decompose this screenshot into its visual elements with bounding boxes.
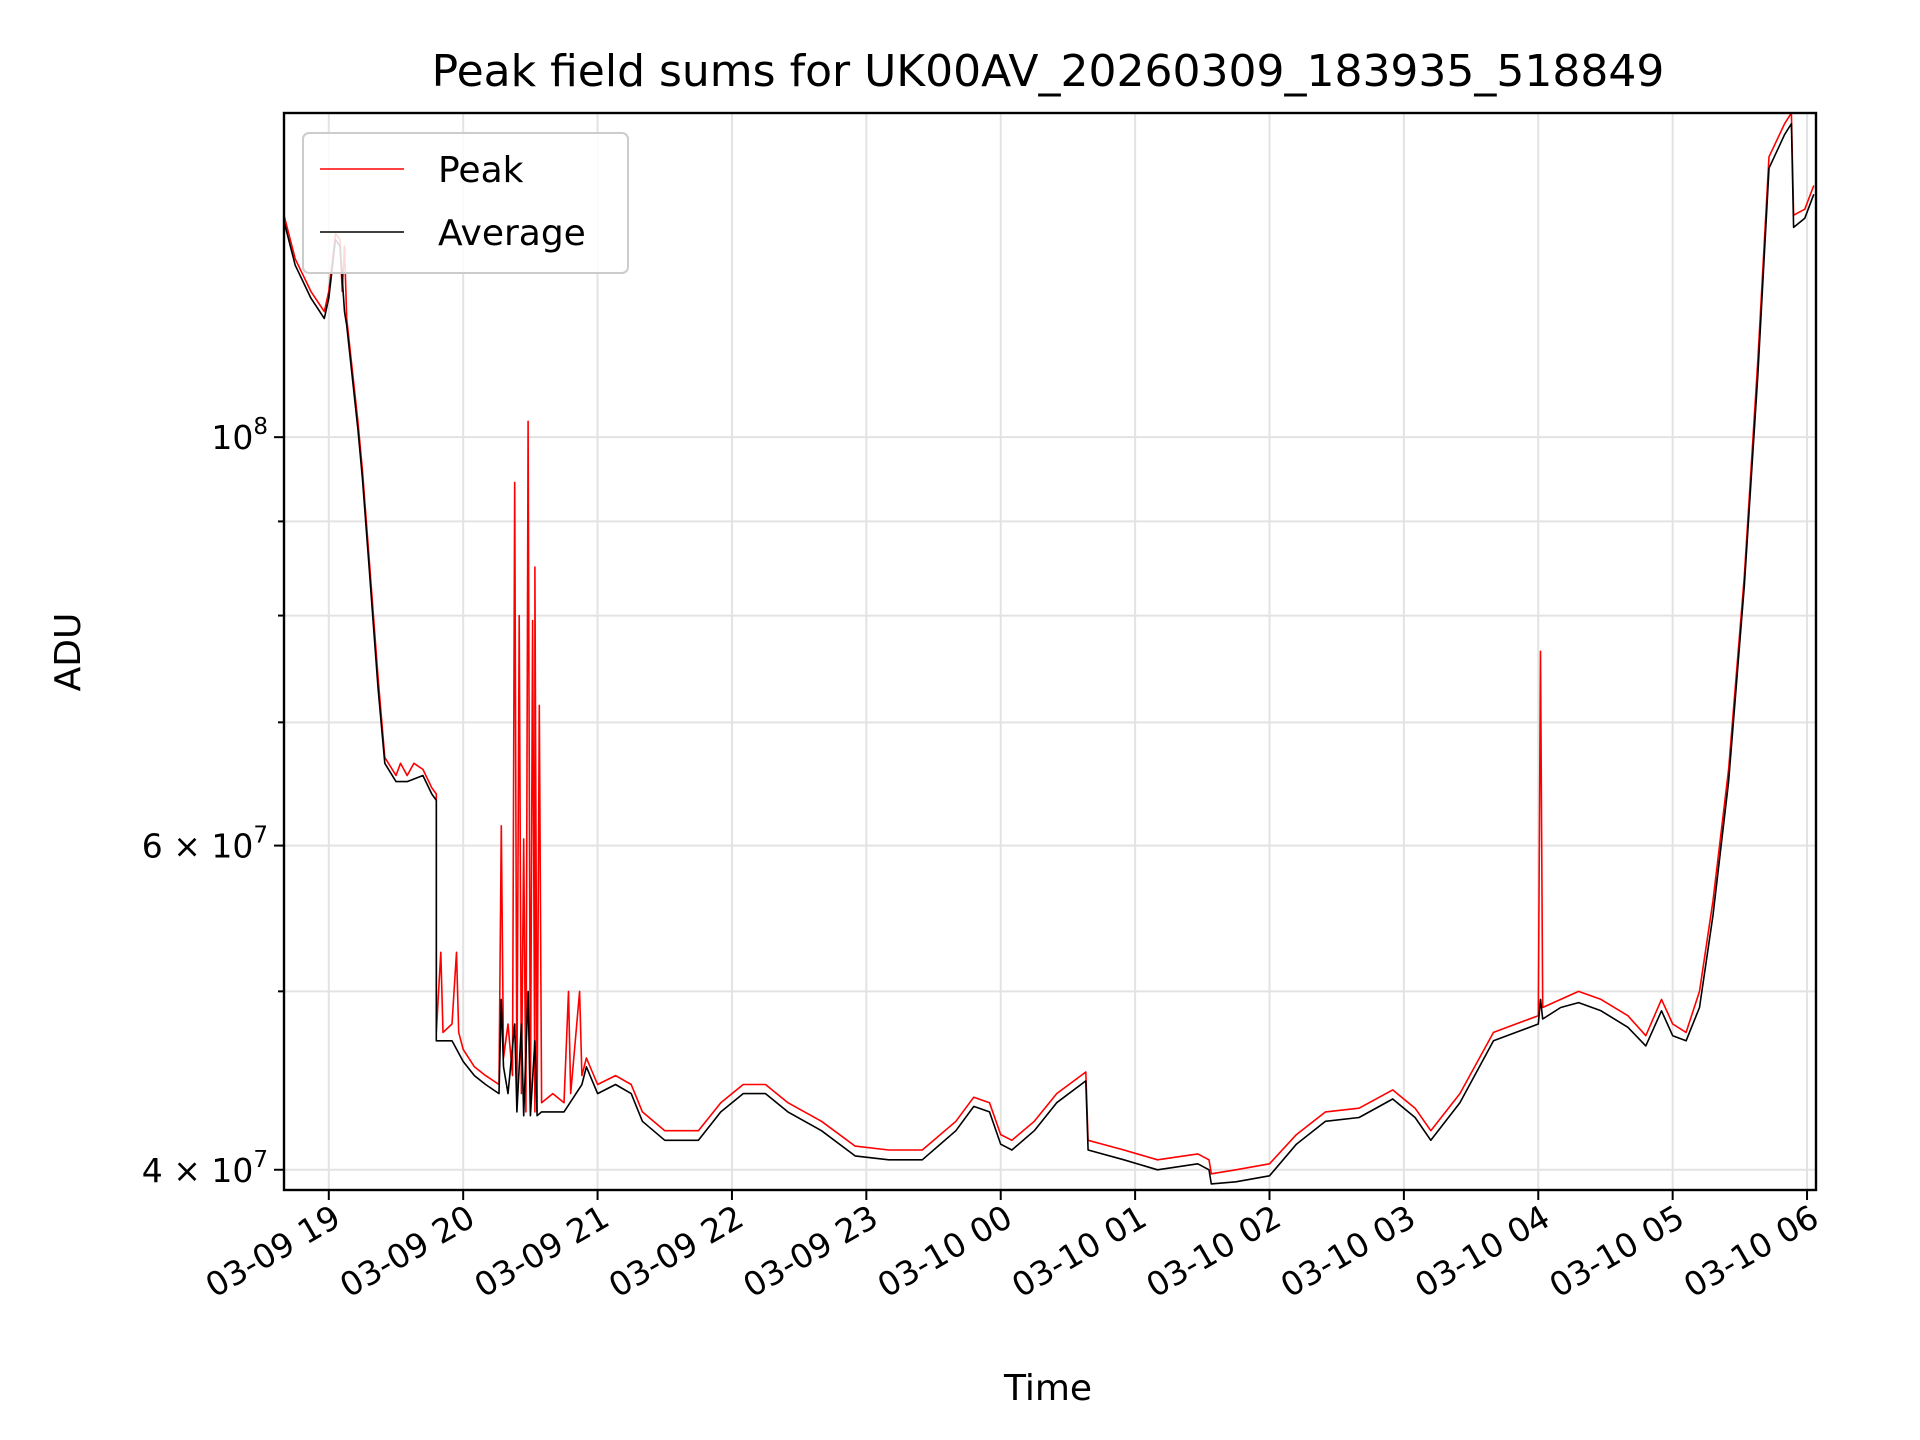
chart-title: Peak field sums for UK00AV_20260309_1839… xyxy=(432,46,1665,97)
legend-label-peak: Peak xyxy=(438,150,524,191)
legend: Peak Average xyxy=(302,132,629,274)
series-line-average xyxy=(284,122,1815,1185)
y-tick-label: 4 × 107 xyxy=(142,1147,268,1190)
x-axis-label: Time xyxy=(1003,1368,1092,1409)
series-layer xyxy=(284,113,1815,1185)
series-line-peak xyxy=(284,113,1815,1175)
legend-label-average: Average xyxy=(438,213,586,254)
y-tick-label: 6 × 107 xyxy=(142,823,268,866)
legend-frame xyxy=(302,132,629,274)
y-axis-ticks: 4 × 107 6 × 107 108 xyxy=(142,414,284,1190)
y-axis-label: ADU xyxy=(48,613,89,692)
plot-frame xyxy=(282,111,1818,1192)
y-tick-label: 108 xyxy=(211,414,268,457)
